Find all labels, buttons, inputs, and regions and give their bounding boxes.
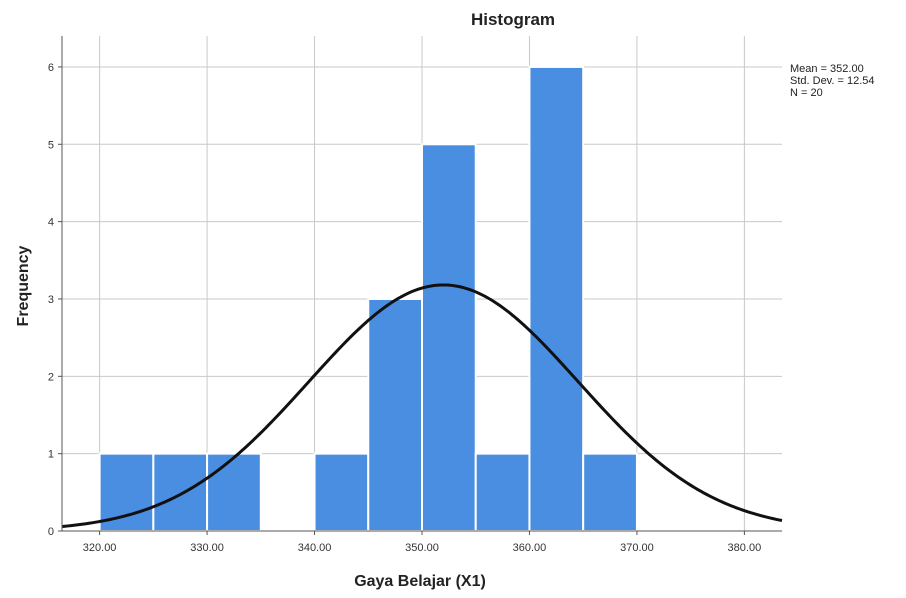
stat-std-dev: Std. Dev. = 12.54 <box>790 75 875 87</box>
histogram-bar-8 <box>528 65 585 532</box>
chart-title: Histogram <box>471 10 555 29</box>
histogram-bar-6 <box>421 143 477 532</box>
histogram-bar-1 <box>152 452 209 532</box>
bars <box>98 65 638 532</box>
x-tick-label-3: 350.00 <box>405 542 439 554</box>
y-tick-label-6: 6 <box>48 62 54 74</box>
stat-n: N = 20 <box>790 87 823 99</box>
x-tick-label-0: 320.00 <box>83 542 117 554</box>
histogram-bar-2 <box>206 452 262 532</box>
y-ticks: 0 1 2 3 4 5 6 <box>48 62 62 538</box>
y-tick-label-0: 0 <box>48 526 54 538</box>
x-tick-label-4: 360.00 <box>513 542 547 554</box>
y-tick-label-2: 2 <box>48 371 54 383</box>
stat-mean: Mean = 352.00 <box>790 63 864 75</box>
histogram-bar-9 <box>582 452 638 532</box>
stats-box: Mean = 352.00 Std. Dev. = 12.54 N = 20 <box>790 63 875 99</box>
x-tick-label-2: 340.00 <box>298 542 332 554</box>
y-tick-label-1: 1 <box>48 449 54 461</box>
x-tick-label-1: 330.00 <box>190 542 224 554</box>
histogram-bar-7 <box>474 452 531 532</box>
normal-curve-layer <box>61 283 783 529</box>
y-tick-label-3: 3 <box>48 294 54 306</box>
histogram-bar-4 <box>313 452 370 532</box>
y-axis-label: Frequency <box>15 245 32 326</box>
x-tick-label-5: 370.00 <box>620 542 654 554</box>
y-tick-label-5: 5 <box>48 139 54 151</box>
x-ticks: 320.00 330.00 340.00 350.00 360.00 370.00 380.… <box>83 531 761 554</box>
x-axis-label: Gaya Belajar (X1) <box>354 573 486 590</box>
x-tick-label-6: 380.00 <box>728 542 762 554</box>
y-tick-label-4: 4 <box>48 217 54 229</box>
normal-curve <box>61 283 783 529</box>
histogram-bar-5 <box>367 297 423 532</box>
